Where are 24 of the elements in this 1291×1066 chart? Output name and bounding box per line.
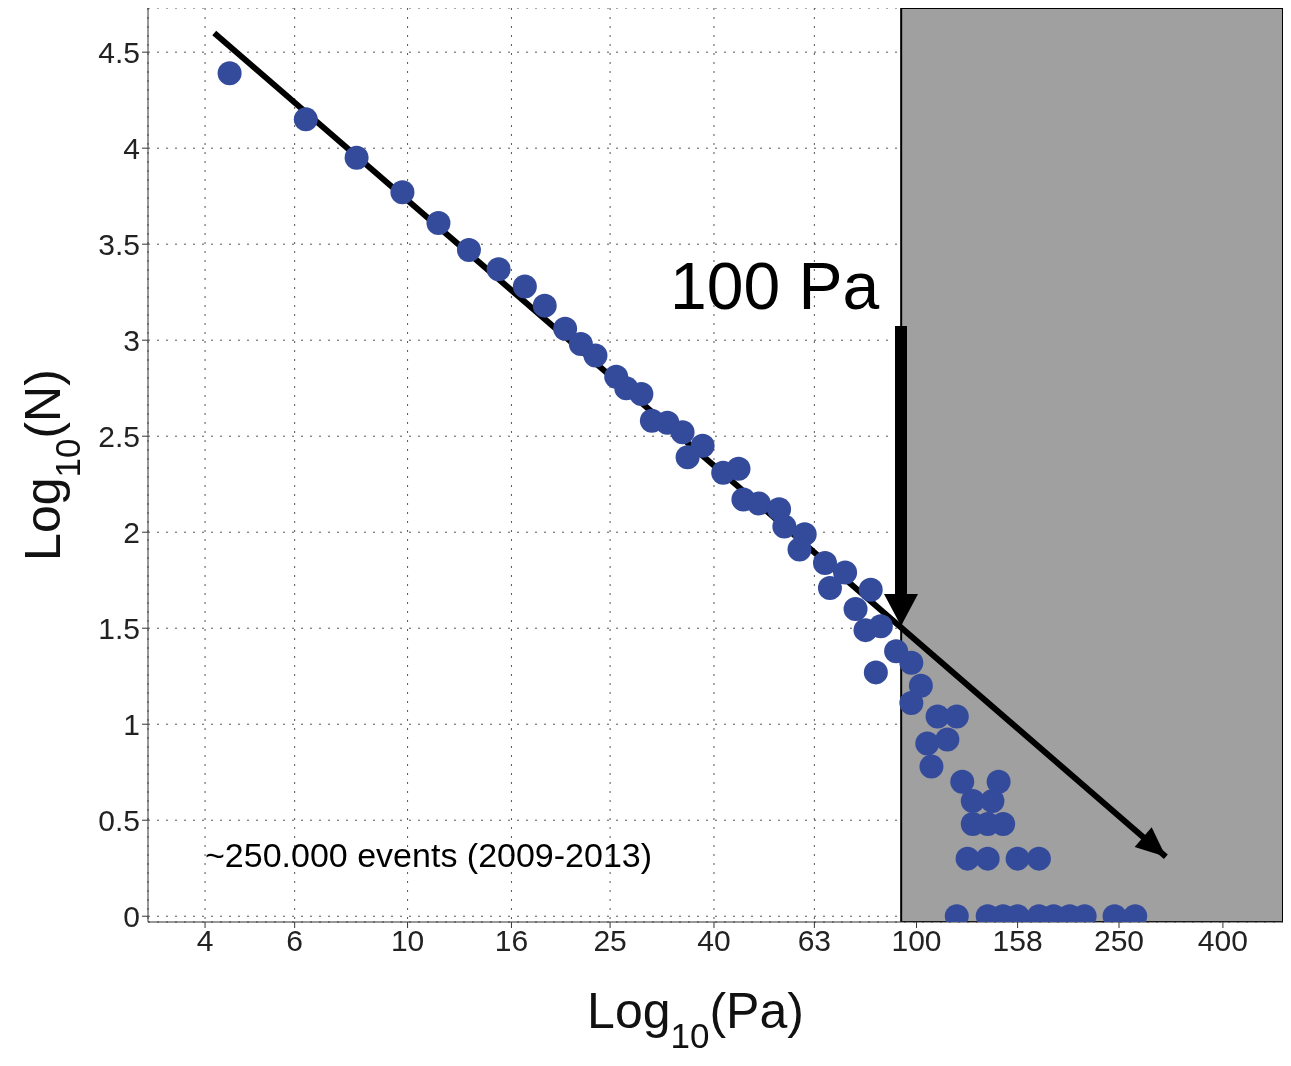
- y-tick-label: 3: [123, 323, 140, 357]
- x-tick-label: 400: [1197, 924, 1248, 958]
- y-tick-label: 4.5: [98, 35, 140, 69]
- y-tick-label: 0: [123, 899, 140, 933]
- y-tick-label: 0.5: [98, 803, 140, 837]
- annotation: ~250.000 events (2009-2013): [205, 836, 653, 874]
- x-tick-label: 4: [196, 924, 214, 958]
- x-tick-label: 250: [1093, 924, 1145, 958]
- x-tick-label: 16: [494, 924, 529, 958]
- y-tick-label: 2.5: [98, 419, 140, 453]
- x-tick-label: 63: [797, 924, 832, 958]
- annotation: 100 Pa: [670, 249, 880, 323]
- y-tick-label: 1.5: [98, 611, 140, 645]
- x-tick-label: 158: [992, 924, 1043, 958]
- x-tick-label: 10: [390, 924, 425, 958]
- x-tick-label: 40: [697, 924, 731, 958]
- x-axis-title: Log$_{10}$(Pa): [587, 983, 804, 1055]
- y-tick-label: 4: [123, 131, 140, 165]
- x-tick-label: 6: [286, 924, 304, 958]
- x-tick-label: 25: [593, 924, 627, 958]
- y-tick-label: 1: [123, 707, 140, 741]
- x-tick-label: 100: [891, 924, 942, 958]
- y-tick-label: 3.5: [98, 227, 140, 261]
- y-tick-label: 2: [123, 515, 140, 549]
